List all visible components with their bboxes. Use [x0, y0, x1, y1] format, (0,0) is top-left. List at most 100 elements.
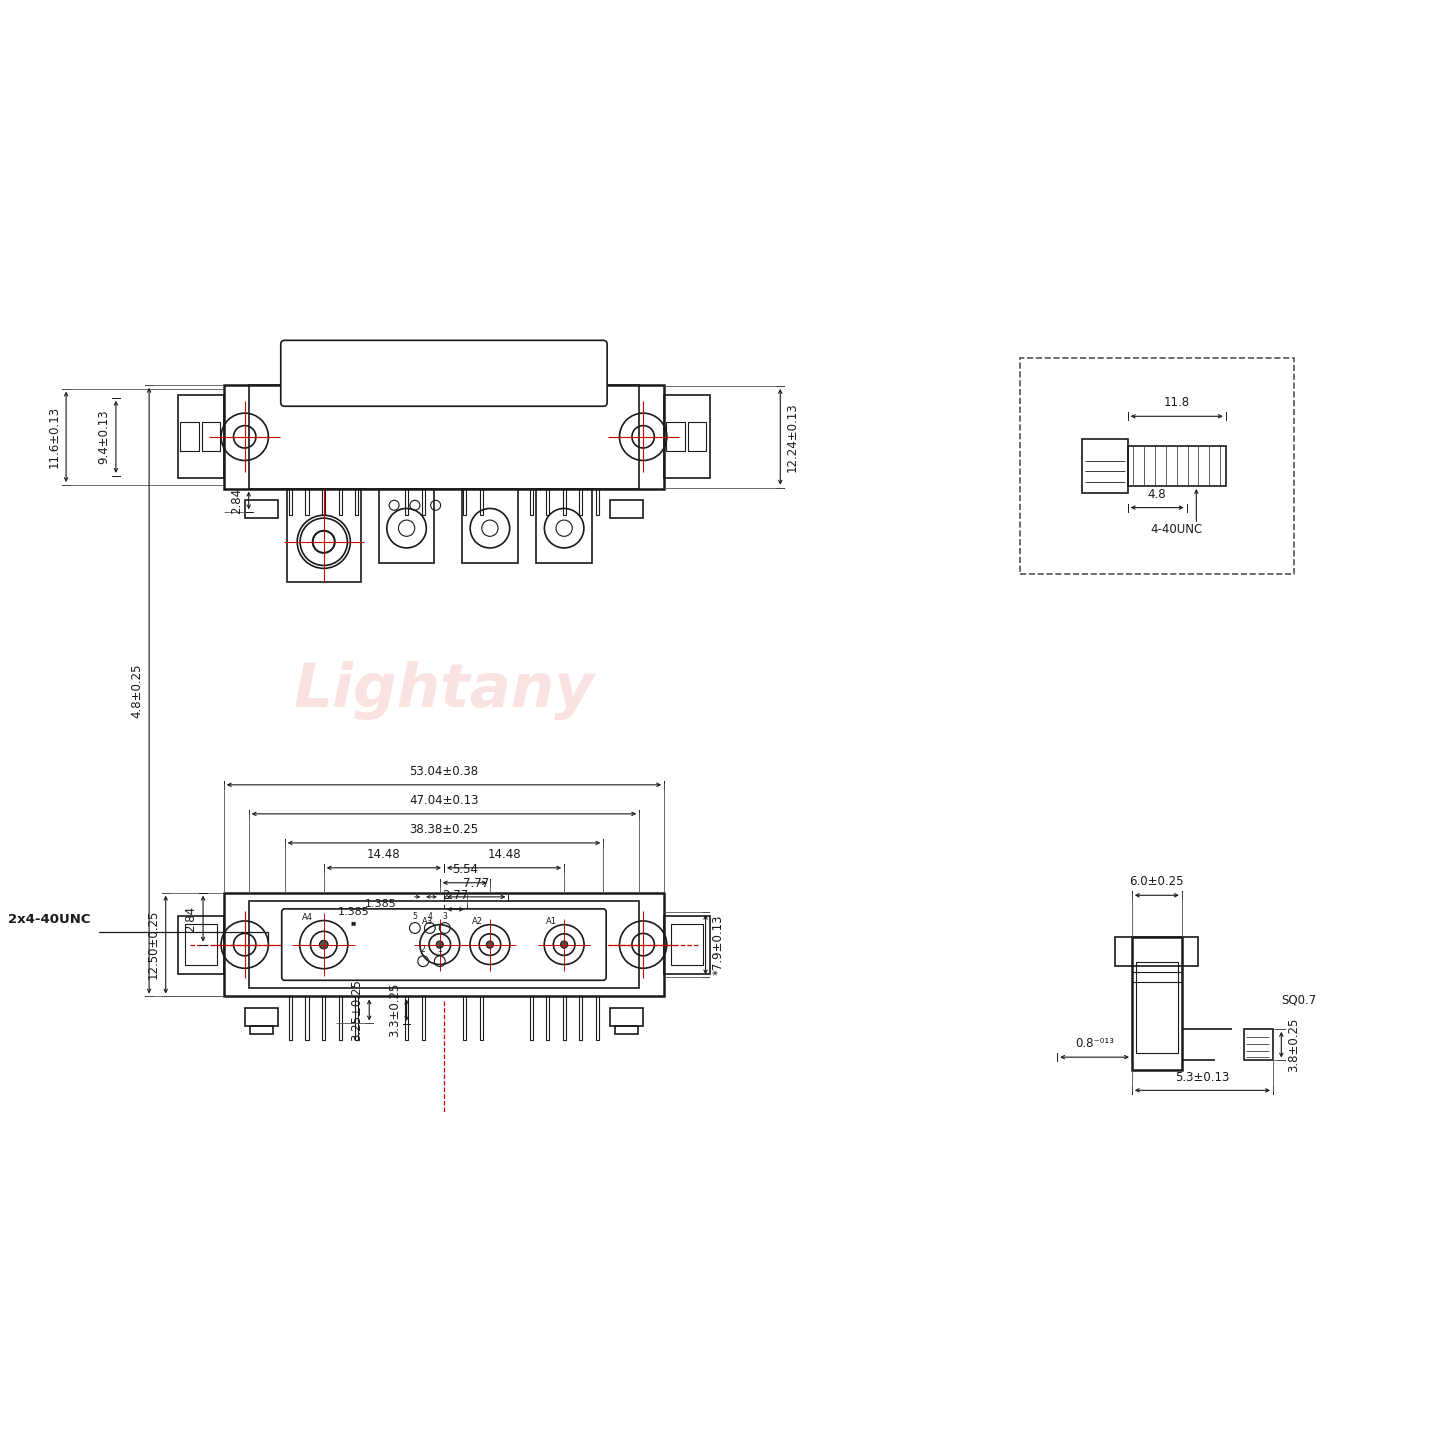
Bar [305, 488, 308, 514]
Bar [596, 996, 599, 1040]
Bar [579, 488, 582, 514]
Text: 12.50±0.25: 12.50±0.25 [147, 910, 160, 979]
Text: 5.3±0.13: 5.3±0.13 [1175, 1070, 1230, 1083]
Bar [249, 1025, 274, 1034]
Text: 53.04±0.38: 53.04±0.38 [409, 765, 478, 778]
Bar [530, 488, 533, 514]
Bar [611, 1008, 644, 1025]
Text: 2.84: 2.84 [230, 487, 243, 514]
Text: 14.48: 14.48 [487, 848, 521, 861]
Text: 9.4±0.13: 9.4±0.13 [96, 409, 109, 464]
Text: 1: 1 [438, 945, 442, 955]
Text: A4: A4 [302, 913, 312, 922]
Bar [249, 901, 639, 988]
Text: 47.04±0.13: 47.04±0.13 [409, 793, 478, 806]
Bar [1244, 1030, 1273, 1060]
Bar [1081, 439, 1128, 492]
Bar [563, 996, 566, 1040]
Text: A1: A1 [546, 917, 557, 926]
Bar [596, 488, 599, 514]
Bar [1128, 446, 1225, 487]
Bar [546, 488, 549, 514]
Text: 14.48: 14.48 [367, 848, 400, 861]
Bar [338, 488, 341, 514]
Text: A3: A3 [422, 917, 433, 926]
Bar [289, 488, 292, 514]
Bar [179, 396, 223, 478]
Text: 11.6±0.13: 11.6±0.13 [48, 406, 60, 468]
Bar [1020, 359, 1293, 575]
Bar [323, 996, 325, 1040]
Bar [664, 916, 710, 973]
Text: 3.25±0.25: 3.25±0.25 [350, 979, 363, 1041]
Bar [422, 488, 425, 514]
Text: SQ0.7: SQ0.7 [1282, 994, 1316, 1007]
Text: 0.8⁻⁰¹³: 0.8⁻⁰¹³ [1076, 1037, 1115, 1050]
Bar [379, 488, 435, 563]
Text: 1.385: 1.385 [338, 907, 370, 917]
Bar [184, 924, 217, 965]
FancyBboxPatch shape [281, 340, 608, 406]
Bar [356, 996, 359, 1040]
Circle shape [487, 940, 494, 948]
Bar [1116, 937, 1198, 966]
Text: 2.84: 2.84 [184, 906, 197, 932]
Bar [464, 488, 467, 514]
Bar [480, 996, 482, 1040]
Bar [611, 500, 644, 518]
Bar [579, 996, 582, 1040]
FancyBboxPatch shape [282, 909, 606, 981]
Circle shape [560, 940, 567, 948]
Text: 2: 2 [420, 945, 426, 955]
Text: 4.8: 4.8 [1148, 488, 1166, 501]
Bar [480, 488, 482, 514]
Bar [664, 396, 710, 478]
Bar [249, 384, 639, 488]
Text: 3.3±0.25: 3.3±0.25 [387, 984, 400, 1037]
Circle shape [320, 940, 328, 949]
Bar [245, 500, 278, 518]
Text: 2x4-40UNC: 2x4-40UNC [9, 913, 91, 926]
Text: A2: A2 [472, 917, 482, 926]
Bar [536, 488, 592, 563]
Bar [405, 488, 408, 514]
Bar [223, 384, 664, 488]
Bar [179, 916, 223, 973]
Bar [223, 893, 664, 996]
Text: 5.54: 5.54 [452, 863, 478, 876]
Bar [462, 488, 518, 563]
Text: 12.24±0.13: 12.24±0.13 [786, 402, 799, 472]
Bar [405, 996, 408, 1040]
Text: 6.0±0.25: 6.0±0.25 [1129, 876, 1184, 888]
Text: 5: 5 [412, 912, 418, 920]
Bar [464, 996, 467, 1040]
Bar [305, 996, 308, 1040]
Bar [287, 488, 361, 582]
Text: 7.77: 7.77 [464, 877, 490, 890]
Bar [546, 996, 549, 1040]
Bar [563, 488, 566, 514]
Text: *7.9±0.13: *7.9±0.13 [711, 914, 724, 975]
Text: 4-40UNC: 4-40UNC [1151, 523, 1202, 536]
Text: 11.8: 11.8 [1164, 396, 1189, 409]
Text: Lightany: Lightany [294, 661, 595, 720]
Bar [667, 422, 684, 451]
Bar [180, 422, 199, 451]
Bar [245, 1008, 278, 1025]
Text: 4.8±0.25: 4.8±0.25 [130, 664, 143, 719]
Bar [1132, 937, 1182, 1070]
Bar [202, 422, 220, 451]
Bar [323, 488, 325, 514]
Text: 3.8±0.25: 3.8±0.25 [1287, 1018, 1300, 1071]
Text: 4: 4 [428, 912, 432, 920]
Text: 3: 3 [442, 912, 448, 920]
Text: 38.38±0.25: 38.38±0.25 [409, 824, 478, 837]
Bar [530, 996, 533, 1040]
Text: 1.385: 1.385 [366, 899, 397, 909]
Text: 2.77: 2.77 [442, 890, 468, 903]
Bar [615, 1025, 638, 1034]
Bar [1136, 962, 1178, 1053]
Bar [356, 488, 359, 514]
Bar [289, 996, 292, 1040]
Bar [422, 996, 425, 1040]
